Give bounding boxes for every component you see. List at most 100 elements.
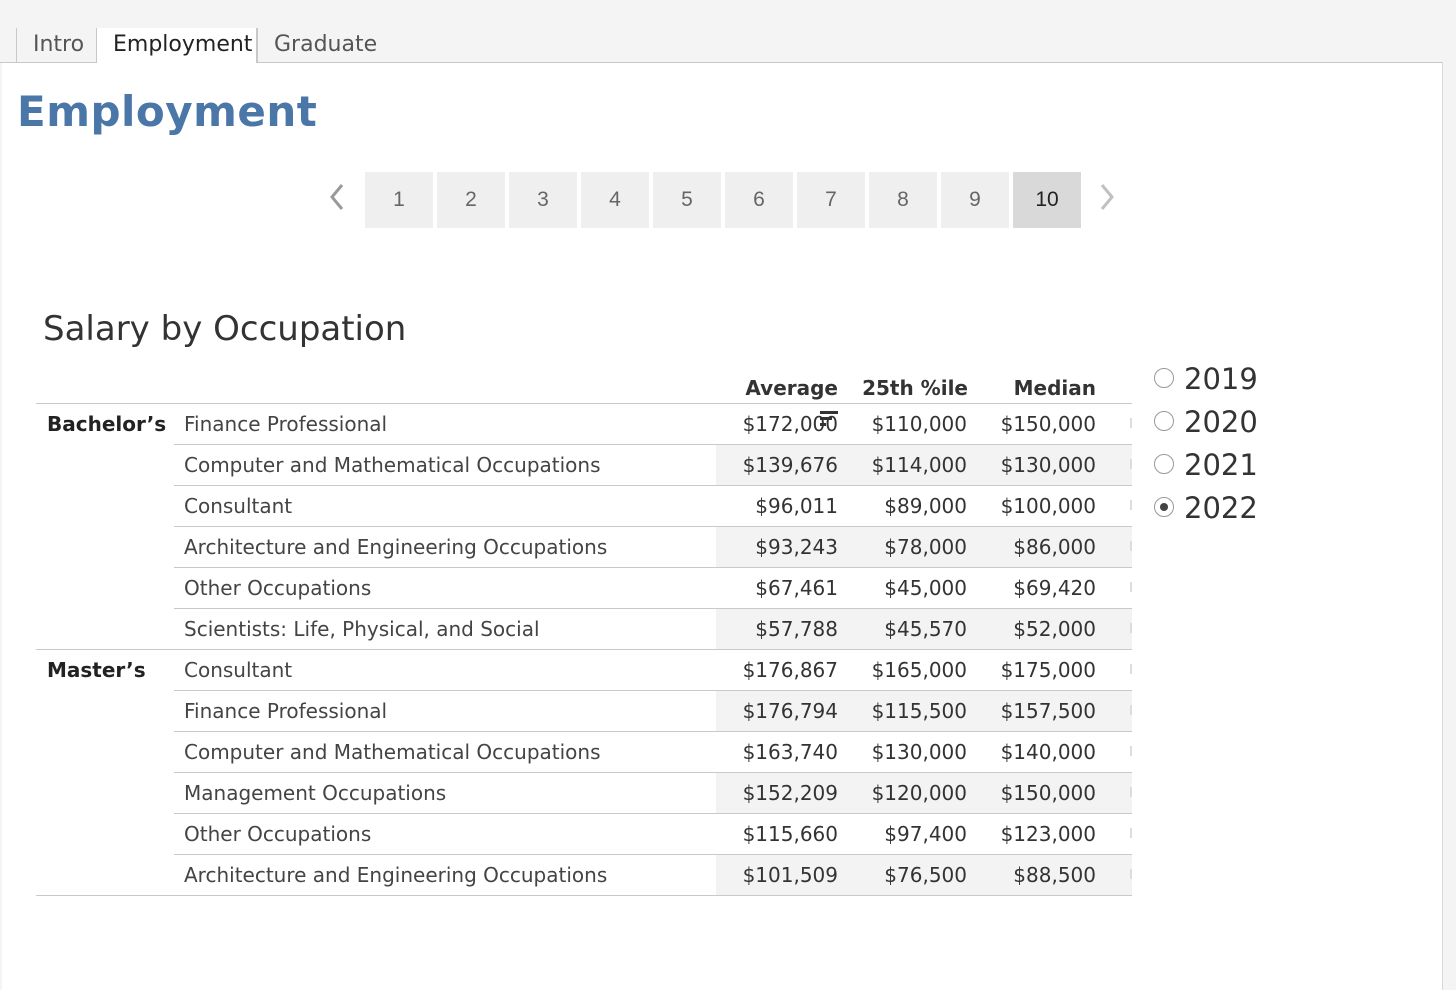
year-label: 2020 (1184, 405, 1258, 439)
truncated-column-edge (1130, 623, 1132, 633)
tab-label: Intro (33, 32, 85, 57)
column-header-25th-percentile[interactable]: 25th %ile (862, 376, 968, 400)
page-button-9[interactable]: 9 (941, 172, 1009, 228)
p25-cell: $114,000 (871, 453, 967, 477)
row-divider (174, 567, 1132, 568)
occupation-cell: Computer and Mathematical Occupations (184, 740, 601, 764)
page-button-2[interactable]: 2 (437, 172, 505, 228)
tab-employment[interactable]: Employment (96, 28, 257, 63)
row-divider (174, 485, 1132, 486)
tab-label: Employment (113, 32, 253, 57)
page-button-6[interactable]: 6 (725, 172, 793, 228)
median-cell: $86,000 (1013, 535, 1096, 559)
row-divider (174, 444, 1132, 445)
page-title: Employment (17, 87, 318, 136)
page-button-5[interactable]: 5 (653, 172, 721, 228)
average-cell: $96,011 (755, 494, 838, 518)
p25-cell: $76,500 (884, 863, 967, 887)
table-row[interactable]: Finance Professional $172,000 $110,000 $150… (36, 403, 1132, 444)
radio-button[interactable] (1154, 454, 1174, 474)
row-divider (174, 690, 1132, 691)
panel-border (1442, 62, 1443, 990)
occupation-cell: Architecture and Engineering Occupations (184, 535, 608, 559)
row-group-label: Master’s (47, 658, 146, 682)
truncated-column-edge (1130, 582, 1132, 592)
truncated-column-edge (1130, 828, 1132, 838)
median-cell: $69,420 (1013, 576, 1096, 600)
table-row[interactable]: Other Occupations $115,660 $97,400 $123,000 (36, 813, 1132, 854)
table-row[interactable]: Architecture and Engineering Occupations… (36, 854, 1132, 895)
median-cell: $130,000 (1000, 453, 1096, 477)
average-cell: $67,461 (755, 576, 838, 600)
p25-cell: $115,500 (871, 699, 967, 723)
average-cell: $172,000 (742, 412, 838, 436)
page-button-3[interactable]: 3 (509, 172, 577, 228)
page-button-8[interactable]: 8 (869, 172, 937, 228)
truncated-column-edge (1130, 459, 1132, 469)
median-cell: $123,000 (1000, 822, 1096, 846)
median-cell: $140,000 (1000, 740, 1096, 764)
truncated-column-edge (1130, 746, 1132, 756)
median-cell: $157,500 (1000, 699, 1096, 723)
page-button-10[interactable]: 10 (1013, 172, 1081, 228)
table-row[interactable]: Architecture and Engineering Occupations… (36, 526, 1132, 567)
row-divider (174, 854, 1132, 855)
table-row[interactable]: Scientists: Life, Physical, and Social $5… (36, 608, 1132, 649)
radio-button[interactable] (1154, 368, 1174, 388)
average-cell: $93,243 (755, 535, 838, 559)
page-button-4[interactable]: 4 (581, 172, 649, 228)
average-cell: $115,660 (742, 822, 838, 846)
p25-cell: $130,000 (871, 740, 967, 764)
average-cell: $176,867 (742, 658, 838, 682)
p25-cell: $165,000 (871, 658, 967, 682)
average-cell: $57,788 (755, 617, 838, 641)
tab-graduate-school[interactable]: Graduate School (257, 28, 459, 91)
row-divider (174, 772, 1132, 773)
tab-intro[interactable]: Intro (16, 28, 96, 62)
tab-bar: Intro Employment Graduate School (0, 28, 1442, 91)
truncated-column-edge (1130, 869, 1132, 879)
median-cell: $150,000 (1000, 412, 1096, 436)
radio-button[interactable] (1154, 497, 1174, 517)
table-row[interactable]: Finance Professional $176,794 $115,500 $157… (36, 690, 1132, 731)
row-divider (174, 731, 1132, 732)
table-bottom-border (36, 895, 1132, 896)
truncated-column-edge (1130, 705, 1132, 715)
occupation-cell: Computer and Mathematical Occupations (184, 453, 601, 477)
chevron-right-icon[interactable] (1094, 182, 1120, 218)
column-header-average[interactable]: Average (726, 373, 838, 426)
median-cell: $150,000 (1000, 781, 1096, 805)
page-button-7[interactable]: 7 (797, 172, 865, 228)
median-cell: $88,500 (1013, 863, 1096, 887)
year-label: 2021 (1184, 448, 1258, 482)
truncated-column-edge (1130, 787, 1132, 797)
year-label: 2022 (1184, 491, 1258, 525)
median-cell: $100,000 (1000, 494, 1096, 518)
average-cell: $176,794 (742, 699, 838, 723)
occupation-cell: Consultant (184, 658, 293, 682)
table-row[interactable]: Other Occupations $67,461 $45,000 $69,420 (36, 567, 1132, 608)
occupation-cell: Other Occupations (184, 822, 372, 846)
table-row[interactable]: Management Occupations $152,209 $120,000 $1… (36, 772, 1132, 813)
row-band (716, 691, 1132, 731)
column-header-median[interactable]: Median (1013, 376, 1096, 400)
occupation-cell: Finance Professional (184, 699, 388, 723)
average-cell: $163,740 (742, 740, 838, 764)
median-cell: $175,000 (1000, 658, 1096, 682)
column-header-label: Average (745, 376, 838, 400)
table-row[interactable]: Computer and Mathematical Occupations $16… (36, 731, 1132, 772)
average-cell: $139,676 (742, 453, 838, 477)
radio-button[interactable] (1154, 411, 1174, 431)
table-row[interactable]: Computer and Mathematical Occupations $13… (36, 444, 1132, 485)
occupation-cell: Consultant (184, 494, 293, 518)
p25-cell: $45,570 (884, 617, 967, 641)
chevron-left-icon[interactable] (324, 182, 350, 218)
table-row[interactable]: Consultant $96,011 $89,000 $100,000 (36, 485, 1132, 526)
sort-descending-icon[interactable] (820, 405, 838, 435)
truncated-column-edge (1130, 500, 1132, 510)
truncated-column-edge (1130, 541, 1132, 551)
p25-cell: $120,000 (871, 781, 967, 805)
table-row[interactable]: Consultant $176,867 $165,000 $175,000 (36, 649, 1132, 690)
p25-cell: $78,000 (884, 535, 967, 559)
page-button-1[interactable]: 1 (365, 172, 433, 228)
